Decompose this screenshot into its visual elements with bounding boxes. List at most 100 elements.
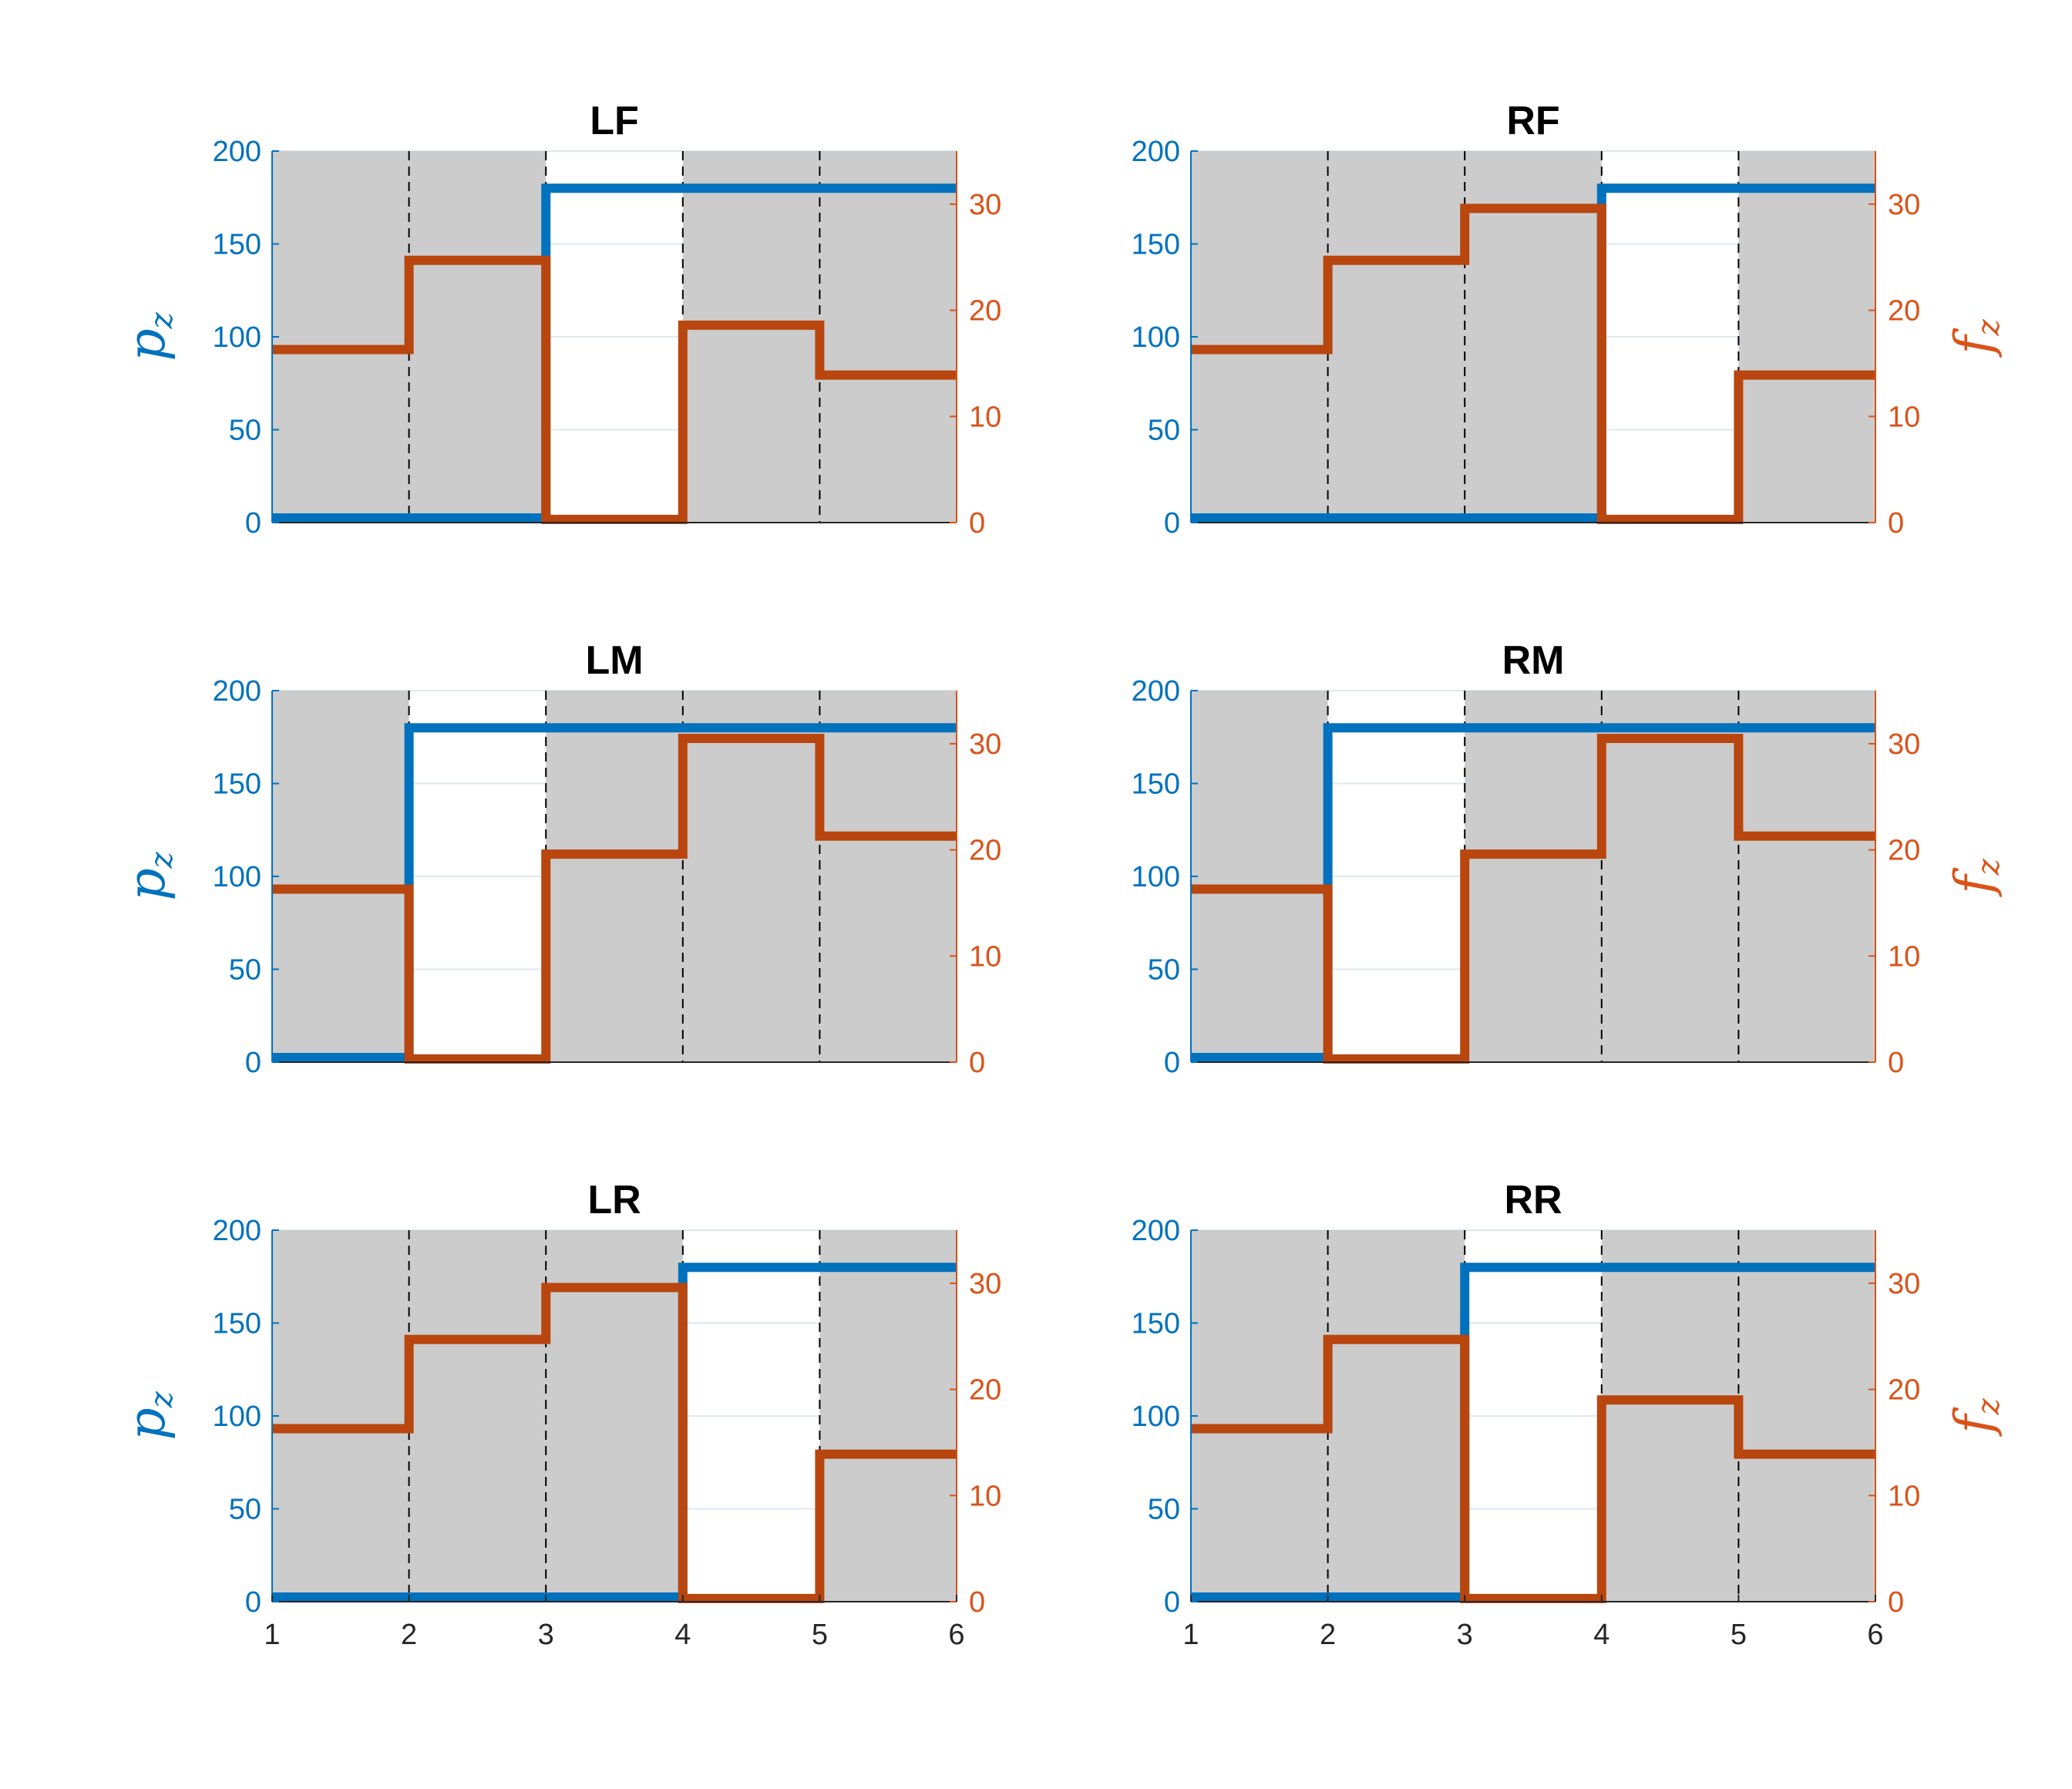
right-tick-label: 0 [1888,1047,1904,1079]
right-tick-label: 20 [1888,295,1920,328]
right-tick-label: 10 [1888,1480,1920,1512]
right-tick-label: 30 [969,728,1001,761]
left-tick-label: 50 [1148,1494,1180,1526]
left-tick-label: 50 [229,1494,261,1526]
left-tick-label: 0 [1164,1047,1180,1079]
left-tick-label: 150 [1132,1308,1180,1340]
right-tick-label: 30 [1888,1268,1920,1300]
subplot-title: RM [1502,638,1565,683]
left-tick-label: 100 [1132,321,1180,354]
x-tick-label: 2 [401,1619,417,1651]
left-tick-label: 50 [229,954,261,987]
right-axis-label-subscript: z [1971,318,2006,336]
subplot-rr: 0 50 100 150 200 0 10 20 30 1 2 3 4 5 6 RR fz [1132,1178,2006,1651]
left-tick-label: 0 [1164,1586,1180,1619]
x-tick-label: 5 [812,1619,828,1651]
right-tick-label: 10 [1888,401,1920,433]
left-tick-label: 100 [1132,1401,1180,1433]
fz-series-line [1191,734,1875,1064]
left-tick-label: 100 [213,1401,261,1433]
fz-series-line [1191,203,1875,524]
right-tick-label: 20 [969,1374,1001,1407]
right-axis-label: fz [1944,318,2006,358]
left-tick-label: 150 [213,1308,261,1340]
subplot-lr: 0 50 100 150 200 0 10 20 30 1 2 3 4 5 6 LR pz [117,1178,1001,1651]
right-tick-label: 0 [1888,1586,1904,1619]
left-axis-label-subscript: z [144,851,180,869]
left-tick-label: 100 [213,321,261,354]
right-axis-label: fz [1944,858,2006,897]
right-tick-label: 10 [969,1480,1001,1512]
subplot-rf: 0 50 100 150 200 0 10 20 30 RF fz [1132,99,2006,540]
x-tick-label: 6 [948,1619,964,1651]
left-tick-label: 50 [1148,954,1180,987]
subplot-title: LM [585,638,643,683]
left-tick-label: 200 [213,675,261,708]
x-tick-label: 5 [1731,1619,1747,1651]
left-tick-label: 200 [1132,1215,1180,1247]
right-tick-label: 0 [969,1586,985,1619]
left-tick-label: 150 [213,768,261,801]
left-tick-label: 100 [1132,861,1180,893]
right-axis-label-subscript: z [1971,1397,2006,1415]
right-tick-label: 30 [1888,189,1920,221]
x-tick-label: 4 [674,1619,691,1651]
right-tick-label: 20 [1888,835,1920,867]
subplot-title: RR [1504,1178,1562,1222]
right-axis-label-subscript: z [1971,858,2006,876]
left-tick-label: 50 [229,415,261,447]
x-tick-label: 6 [1867,1619,1883,1651]
fz-series-line [1191,1334,1875,1603]
left-tick-label: 200 [1132,675,1180,708]
x-tick-label: 2 [1320,1619,1336,1651]
left-axis-label-main: p [117,1407,177,1440]
left-axis-label-main: p [117,328,177,361]
left-tick-label: 150 [213,229,261,261]
fz-series-line [272,734,957,1064]
stance-shading [272,691,409,1062]
right-tick-label: 30 [969,1268,1001,1300]
left-tick-label: 100 [213,861,261,893]
right-tick-label: 10 [969,401,1001,433]
right-tick-label: 20 [969,295,1001,328]
left-tick-label: 150 [1132,229,1180,261]
left-axis-label-subscript: z [144,311,180,329]
left-axis-label: pz [117,851,180,900]
right-tick-label: 20 [969,835,1001,867]
subplot-lm: 0 50 100 150 200 0 10 20 30 LM pz [117,638,1001,1079]
subplot-title: LR [587,1178,641,1222]
right-tick-label: 10 [969,940,1001,973]
left-tick-label: 50 [1148,415,1180,447]
subplot-rm: 0 50 100 150 200 0 10 20 30 RM fz [1132,638,2006,1079]
x-tick-label: 3 [538,1619,554,1651]
fz-series-line [272,255,957,524]
left-tick-label: 150 [1132,768,1180,801]
x-tick-label: 1 [1182,1619,1199,1651]
right-tick-label: 30 [969,189,1001,221]
stance-shading [1465,691,1875,1062]
left-tick-label: 200 [213,1215,261,1247]
stance-shading [1738,151,1875,523]
x-tick-label: 3 [1457,1619,1473,1651]
fz-series-line [272,1283,957,1603]
left-tick-label: 200 [1132,136,1180,168]
left-tick-label: 0 [1164,507,1180,540]
left-tick-label: 0 [245,1586,261,1619]
right-axis-label: fz [1944,1397,2006,1437]
left-axis-label-main: p [117,868,177,900]
stance-shading [819,1230,957,1602]
stance-shading [1191,691,1328,1062]
left-tick-label: 0 [245,507,261,540]
x-tick-label: 1 [264,1619,280,1651]
right-tick-label: 0 [969,1047,985,1079]
subplot-title: RF [1506,99,1559,143]
right-tick-label: 0 [1888,507,1904,540]
right-tick-label: 20 [1888,1374,1920,1407]
left-axis-label: pz [117,311,180,361]
left-axis-label: pz [117,1391,180,1440]
stance-shading [546,691,957,1062]
right-tick-label: 0 [969,507,985,540]
left-axis-label-subscript: z [144,1391,180,1408]
left-tick-label: 200 [213,136,261,168]
